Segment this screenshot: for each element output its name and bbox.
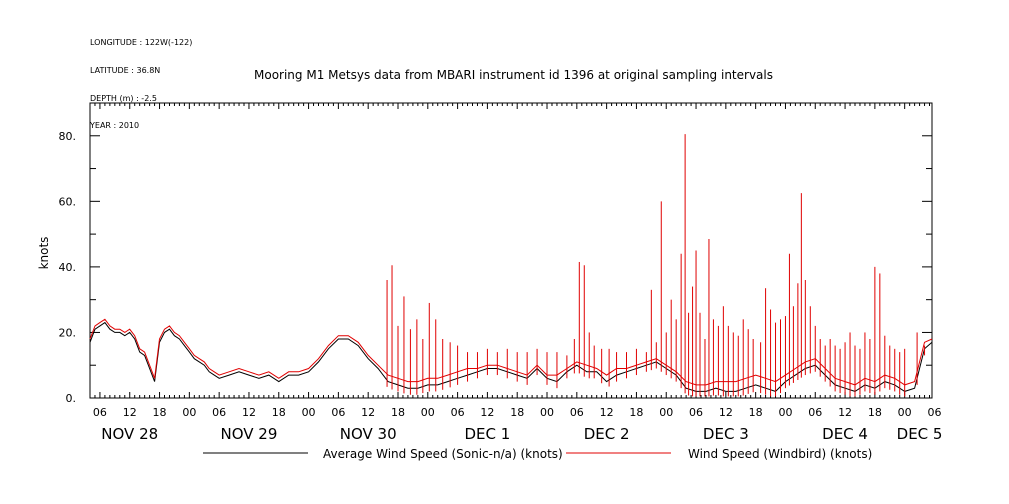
y-tick-label: 60.: [59, 195, 77, 208]
meta-longitude: LONGITUDE : 122W(-122): [90, 38, 193, 48]
x-hour-label: 00: [898, 406, 912, 419]
x-hour-label: 12: [361, 406, 375, 419]
x-day-label: NOV 30: [340, 425, 397, 443]
x-hour-label: 06: [808, 406, 822, 419]
meta-depth: DEPTH (m) : -2.5: [90, 93, 157, 103]
x-day-label: NOV 28: [101, 425, 158, 443]
x-hour-label: 12: [480, 406, 494, 419]
x-hour-label: 06: [570, 406, 584, 419]
x-day-label: DEC 1: [464, 425, 510, 443]
x-hour-label: 12: [600, 406, 614, 419]
legend: Average Wind Speed (Sonic-n/a) (knots) W…: [203, 447, 872, 461]
meta-latitude: LATITUDE : 36.8N: [90, 66, 161, 76]
x-day-label: DEC 4: [822, 425, 868, 443]
x-hour-label: 00: [302, 406, 316, 419]
x-hour-label: 00: [540, 406, 554, 419]
y-axis-label: knots: [37, 237, 51, 270]
x-hour-label: 00: [778, 406, 792, 419]
x-hour-label: 06: [927, 406, 941, 419]
legend-windbird-label: Wind Speed (Windbird) (knots): [688, 447, 872, 461]
x-day-label: DEC 5: [897, 425, 943, 443]
x-hour-label: 06: [331, 406, 345, 419]
x-hour-label: 12: [242, 406, 256, 419]
x-hour-label: 06: [689, 406, 703, 419]
x-hour-label: 00: [659, 406, 673, 419]
x-hour-label: 18: [749, 406, 763, 419]
x-hour-label: 12: [838, 406, 852, 419]
meta-year: YEAR : 2010: [90, 121, 140, 131]
x-hour-label: 18: [272, 406, 286, 419]
series-windbird-line: [89, 318, 933, 386]
x-hour-label: 12: [123, 406, 137, 419]
metadata-block: LONGITUDE : 122W(-122) LATITUDE : 36.8N …: [90, 20, 192, 140]
x-day-label: NOV 29: [221, 425, 278, 443]
x-hour-label: 06: [212, 406, 226, 419]
y-tick-label: 20.: [59, 326, 77, 339]
x-hour-label: 18: [868, 406, 882, 419]
series-layer: [89, 134, 933, 397]
chart-title: Mooring M1 Metsys data from MBARI instru…: [254, 68, 773, 82]
y-tick-label: 40.: [59, 261, 77, 274]
x-day-label: DEC 3: [703, 425, 749, 443]
x-hour-label: 12: [719, 406, 733, 419]
x-hour-label: 00: [421, 406, 435, 419]
axis-labels: 0. 20. 40. 60. 80. 06 12 18 00 06 12 18 00 06 12 18 00 06…: [59, 130, 943, 443]
legend-average-label: Average Wind Speed (Sonic-n/a) (knots): [323, 447, 563, 461]
x-day-label: DEC 2: [584, 425, 630, 443]
x-hour-label: 00: [182, 406, 196, 419]
x-hour-label: 18: [391, 406, 405, 419]
y-tick-label: 0.: [66, 392, 77, 405]
x-hour-label: 18: [153, 406, 167, 419]
x-hour-label: 18: [629, 406, 643, 419]
plot-frame: [89, 102, 933, 399]
x-hour-label: 06: [93, 406, 107, 419]
y-tick-label: 80.: [59, 130, 77, 143]
x-hour-label: 18: [510, 406, 524, 419]
series-average-line: [89, 321, 933, 392]
x-hour-label: 06: [451, 406, 465, 419]
